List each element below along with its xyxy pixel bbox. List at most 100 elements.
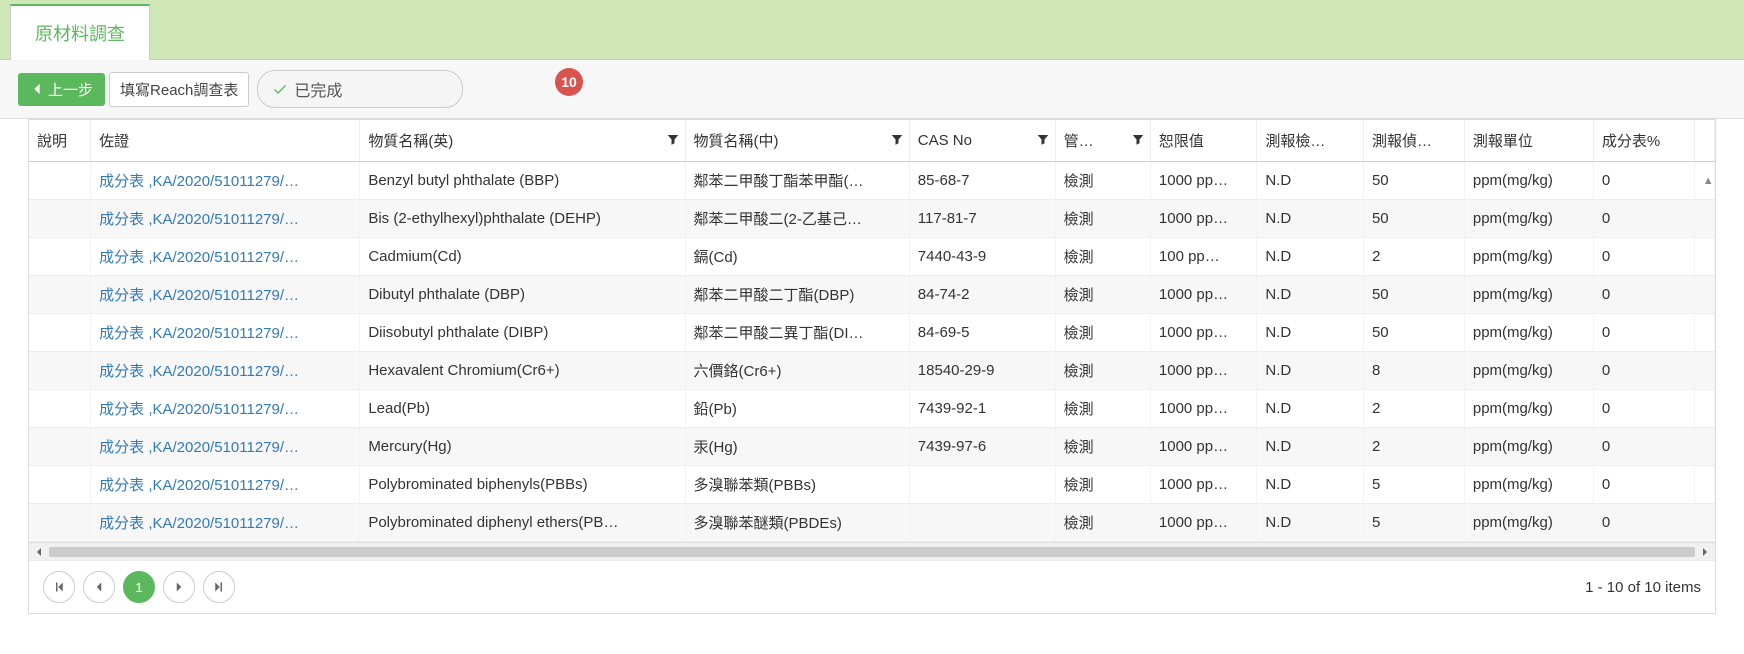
scroll-right-icon[interactable] bbox=[1701, 548, 1709, 556]
cell-reg: 檢測 bbox=[1055, 504, 1150, 542]
cell-unit: ppm(mg/kg) bbox=[1464, 390, 1593, 428]
cell-pct: 0 bbox=[1593, 428, 1694, 466]
cell-cas: 7440-43-9 bbox=[909, 238, 1055, 276]
horizontal-scrollbar[interactable] bbox=[29, 542, 1715, 560]
table-row: 成分表 ,KA/2020/51011279/…Hexavalent Chromi… bbox=[29, 352, 1715, 390]
cell-name-zh: 多溴聯苯類(PBBs) bbox=[685, 466, 909, 504]
cell-detect: N.D bbox=[1257, 162, 1364, 200]
cell-unit: ppm(mg/kg) bbox=[1464, 352, 1593, 390]
done-button[interactable]: 已完成 bbox=[257, 70, 463, 108]
scroll-left-icon[interactable] bbox=[35, 548, 43, 556]
col-cas[interactable]: CAS No bbox=[909, 120, 1055, 162]
cell-detect: N.D bbox=[1257, 200, 1364, 238]
cell-name-zh: 鄰苯二甲酸二丁酯(DBP) bbox=[685, 276, 909, 314]
filter-icon[interactable] bbox=[667, 132, 679, 149]
cell-evidence-link[interactable]: 成分表 ,KA/2020/51011279/… bbox=[91, 504, 360, 542]
cell-cas: 85-68-7 bbox=[909, 162, 1055, 200]
cell-value: 50 bbox=[1363, 162, 1464, 200]
tab-raw-material-survey[interactable]: 原材料調查 bbox=[10, 4, 150, 60]
cell-evidence-link[interactable]: 成分表 ,KA/2020/51011279/… bbox=[91, 352, 360, 390]
cell-value: 50 bbox=[1363, 276, 1464, 314]
cell-name-zh: 鄰苯二甲酸二異丁酯(DI… bbox=[685, 314, 909, 352]
cell-limit: 1000 pp… bbox=[1150, 428, 1257, 466]
table-row: 成分表 ,KA/2020/51011279/…Polybrominated bi… bbox=[29, 466, 1715, 504]
cell-cas: 7439-97-6 bbox=[909, 428, 1055, 466]
cell-detect: N.D bbox=[1257, 466, 1364, 504]
filter-icon[interactable] bbox=[1132, 132, 1144, 149]
cell-cas: 84-69-5 bbox=[909, 314, 1055, 352]
cell-limit: 1000 pp… bbox=[1150, 504, 1257, 542]
cell-value: 50 bbox=[1363, 200, 1464, 238]
vscroll-cell bbox=[1694, 200, 1714, 238]
pager-info: 1 - 10 of 10 items bbox=[1585, 579, 1701, 596]
cell-limit: 1000 pp… bbox=[1150, 466, 1257, 504]
vscroll-cell bbox=[1694, 276, 1714, 314]
col-value[interactable]: 測報偵… bbox=[1363, 120, 1464, 162]
vscroll-cell bbox=[1694, 314, 1714, 352]
cell-unit: ppm(mg/kg) bbox=[1464, 466, 1593, 504]
cell-reg: 檢測 bbox=[1055, 200, 1150, 238]
cell-name-en: Lead(Pb) bbox=[360, 390, 685, 428]
pager-first-button[interactable] bbox=[43, 571, 75, 603]
filter-icon[interactable] bbox=[1037, 132, 1049, 149]
cell-unit: ppm(mg/kg) bbox=[1464, 200, 1593, 238]
pager-last-button[interactable] bbox=[203, 571, 235, 603]
cell-evidence-link[interactable]: 成分表 ,KA/2020/51011279/… bbox=[91, 390, 360, 428]
cell-desc bbox=[29, 238, 91, 276]
cell-evidence-link[interactable]: 成分表 ,KA/2020/51011279/… bbox=[91, 428, 360, 466]
cell-limit: 100 pp… bbox=[1150, 238, 1257, 276]
col-unit[interactable]: 測報單位 bbox=[1464, 120, 1593, 162]
pager-page-1-button[interactable]: 1 bbox=[123, 571, 155, 603]
col-detect[interactable]: 測報檢… bbox=[1257, 120, 1364, 162]
col-name-en[interactable]: 物質名稱(英) bbox=[360, 120, 685, 162]
table-row: 成分表 ,KA/2020/51011279/…Polybrominated di… bbox=[29, 504, 1715, 542]
cell-cas bbox=[909, 504, 1055, 542]
table-row: 成分表 ,KA/2020/51011279/…Bis (2-ethylhexyl… bbox=[29, 200, 1715, 238]
cell-evidence-link[interactable]: 成分表 ,KA/2020/51011279/… bbox=[91, 200, 360, 238]
vscroll-cell bbox=[1694, 428, 1714, 466]
cell-evidence-link[interactable]: 成分表 ,KA/2020/51011279/… bbox=[91, 162, 360, 200]
fill-reach-survey-button[interactable]: 填寫Reach調查表 bbox=[109, 72, 249, 107]
vscroll-cell bbox=[1694, 352, 1714, 390]
cell-name-en: Polybrominated biphenyls(PBBs) bbox=[360, 466, 685, 504]
cell-pct: 0 bbox=[1593, 504, 1694, 542]
cell-cas: 18540-29-9 bbox=[909, 352, 1055, 390]
cell-pct: 0 bbox=[1593, 162, 1694, 200]
col-limit[interactable]: 恕限值 bbox=[1150, 120, 1257, 162]
cell-reg: 檢測 bbox=[1055, 238, 1150, 276]
col-reg[interactable]: 管… bbox=[1055, 120, 1150, 162]
scrollbar-track[interactable] bbox=[49, 547, 1695, 557]
filter-icon[interactable] bbox=[891, 132, 903, 149]
data-grid: 說明 佐證 物質名稱(英) 物質名稱(中) CAS No 管… 恕限值 測報檢…… bbox=[28, 119, 1716, 614]
cell-reg: 檢測 bbox=[1055, 314, 1150, 352]
cell-evidence-link[interactable]: 成分表 ,KA/2020/51011279/… bbox=[91, 314, 360, 352]
cell-name-zh: 汞(Hg) bbox=[685, 428, 909, 466]
cell-pct: 0 bbox=[1593, 314, 1694, 352]
col-desc[interactable]: 說明 bbox=[29, 120, 91, 162]
cell-evidence-link[interactable]: 成分表 ,KA/2020/51011279/… bbox=[91, 238, 360, 276]
check-icon bbox=[272, 81, 288, 97]
cell-desc bbox=[29, 504, 91, 542]
cell-desc bbox=[29, 162, 91, 200]
table-row: 成分表 ,KA/2020/51011279/…Mercury(Hg)汞(Hg)7… bbox=[29, 428, 1715, 466]
col-evidence[interactable]: 佐證 bbox=[91, 120, 360, 162]
tab-bar: 原材料調查 bbox=[0, 0, 1744, 60]
arrow-left-icon bbox=[30, 82, 44, 96]
cell-unit: ppm(mg/kg) bbox=[1464, 504, 1593, 542]
cell-pct: 0 bbox=[1593, 390, 1694, 428]
cell-detect: N.D bbox=[1257, 352, 1364, 390]
pager-next-button[interactable] bbox=[163, 571, 195, 603]
cell-value: 5 bbox=[1363, 504, 1464, 542]
table-row: 成分表 ,KA/2020/51011279/…Diisobutyl phthal… bbox=[29, 314, 1715, 352]
pager-prev-button[interactable] bbox=[83, 571, 115, 603]
table-row: 成分表 ,KA/2020/51011279/…Cadmium(Cd)鎘(Cd)7… bbox=[29, 238, 1715, 276]
cell-unit: ppm(mg/kg) bbox=[1464, 238, 1593, 276]
col-name-zh[interactable]: 物質名稱(中) bbox=[685, 120, 909, 162]
cell-name-zh: 鉛(Pb) bbox=[685, 390, 909, 428]
back-button[interactable]: 上一步 bbox=[18, 73, 105, 106]
cell-detect: N.D bbox=[1257, 504, 1364, 542]
cell-evidence-link[interactable]: 成分表 ,KA/2020/51011279/… bbox=[91, 276, 360, 314]
cell-evidence-link[interactable]: 成分表 ,KA/2020/51011279/… bbox=[91, 466, 360, 504]
cell-name-en: Polybrominated diphenyl ethers(PB… bbox=[360, 504, 685, 542]
col-pct[interactable]: 成分表% bbox=[1593, 120, 1694, 162]
